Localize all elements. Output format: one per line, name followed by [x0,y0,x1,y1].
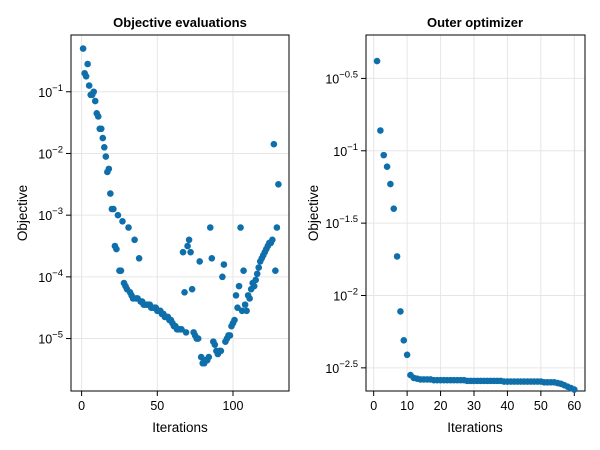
x-tick-label: 60 [567,399,581,413]
y-tick-label: 10−1.5 [325,214,358,231]
data-point [235,282,243,290]
data-point [125,224,132,231]
y-tick-label: 10−2 [333,286,358,303]
data-point [188,285,196,293]
x-tick-label: 50 [534,399,548,413]
data-point [269,236,276,244]
x-axis-label-1: Iterations [152,420,208,435]
x-tick-label: 0 [370,399,377,413]
data-point [390,205,398,212]
data-point [110,205,117,213]
data-point [255,264,263,271]
data-point [250,282,258,290]
x-tick-label: 10 [400,399,414,413]
data-point [113,245,120,253]
data-point [383,163,391,170]
data-point [380,151,388,159]
y-tick-label: 10−3 [38,206,63,223]
data-point [91,97,99,105]
data-point [393,253,401,260]
data-point [226,332,234,339]
x-tick-label: 30 [467,399,481,413]
data-point [85,82,93,89]
panel-outer-optimizer: Outer optimizer 0 10 20 30 40 50 60 10−0.5 10−1… [306,15,586,435]
data-point [205,353,213,361]
data-point [237,224,244,231]
y-tick-label: 10−1 [38,83,63,100]
plot-frame-2 [365,34,586,392]
data-point [119,218,126,225]
data-point [246,295,253,302]
data-point [194,335,202,342]
data-point [99,134,107,142]
data-point [571,386,578,393]
data-point [400,337,408,344]
data-point [253,270,261,278]
panel-objective-evaluations: Objective evaluations 0 50 100 10−1 10−2 10−… [15,15,290,435]
y-tick-label: 10−4 [38,268,63,285]
data-point [270,140,278,148]
data-point [232,292,240,299]
data-point [179,248,187,256]
data-point [185,236,193,244]
x-tick-label: 40 [500,399,514,413]
data-point [219,273,226,281]
panel-title-2: Outer optimizer [427,15,523,30]
data-point [211,341,219,349]
x-tick-label: 20 [434,399,448,413]
data-point [187,248,194,256]
data-point [117,267,125,274]
data-point [220,261,228,268]
x-tick-label: 0 [78,399,85,413]
data-point [206,224,214,231]
data-point [135,255,143,262]
y-tick-label: 10−2 [38,144,63,161]
data-point [114,211,122,219]
data-point [373,57,381,65]
y-axis-label-1: Objective [15,185,30,241]
data-point [208,255,216,262]
data-point [238,307,246,315]
data-point [275,181,282,188]
data-point [397,308,404,315]
data-point [182,329,190,336]
data-point [101,143,108,151]
data-point [217,347,225,355]
data-point [131,236,138,244]
x-tick-label: 100 [223,399,244,413]
data-point [240,267,247,274]
data-point [231,316,238,324]
data-point [273,224,281,231]
data-point [184,242,191,250]
data-point [79,45,87,52]
y-tick-label: 10−1 [333,142,358,159]
data-point [84,60,91,68]
data-point [272,267,279,274]
data-point [181,288,188,296]
data-point [387,180,394,188]
y-axis-label-2: Objective [306,185,321,241]
panel-title-1: Objective evaluations [113,15,247,30]
x-axis-label-2: Iterations [447,420,503,435]
y-tick-label: 10−0.5 [325,69,358,86]
data-point [94,113,102,120]
y-tick-label: 10−5 [38,330,63,347]
data-point [105,165,113,173]
x-tick-label: 50 [150,399,164,413]
data-point [403,351,411,359]
data-point [377,127,384,134]
data-point [97,125,105,133]
data-point [90,88,98,96]
data-point [102,153,110,160]
plot-frame-1 [70,34,290,392]
data-point [241,301,249,308]
data-point [196,258,203,265]
data-point [82,73,90,80]
data-point [107,190,114,197]
y-tick-label: 10−2.5 [325,359,358,376]
data-point [252,276,259,284]
data-point [243,307,250,315]
